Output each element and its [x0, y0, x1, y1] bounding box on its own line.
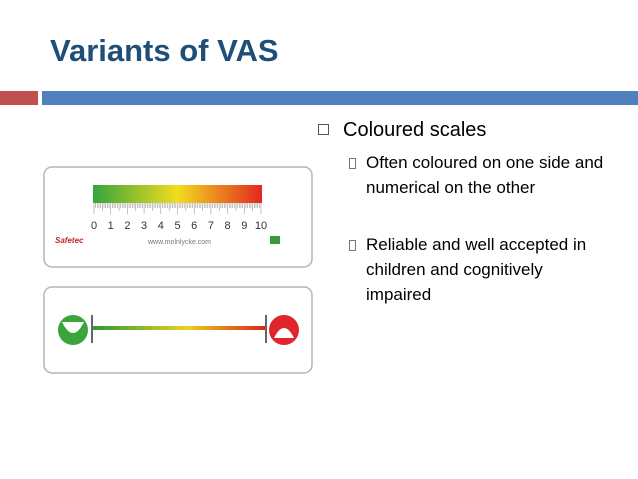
- scale-card: [43, 166, 313, 268]
- logo: [270, 236, 280, 244]
- slide-line: [93, 326, 265, 330]
- frown: [274, 328, 294, 338]
- scale-number: 6: [191, 220, 197, 232]
- scale-number: 9: [241, 220, 247, 232]
- slide-title: Variants of VAS: [50, 33, 279, 68]
- header-bar: [42, 91, 638, 105]
- scale-number: 4: [158, 220, 164, 232]
- scale-number: 1: [108, 220, 114, 232]
- brand-logo: Safetec: [55, 236, 84, 245]
- scale-number: 3: [141, 220, 147, 232]
- url-text: www.molnlycke.com: [147, 239, 211, 246]
- scale-number: 5: [174, 220, 180, 232]
- accent-bar: [0, 91, 38, 105]
- sub-bullet: Often coloured on one side and numerical…: [349, 150, 606, 200]
- scale-number: 7: [208, 220, 214, 232]
- scale-number: 0: [91, 220, 97, 232]
- scale-number: 2: [124, 220, 130, 232]
- sub-bullet: Reliable and well accepted in children a…: [349, 232, 606, 307]
- colour-scale: [93, 185, 262, 203]
- scale-number: 10: [255, 220, 267, 232]
- bullet: Coloured scales: [318, 119, 486, 142]
- bullet-text: Coloured scales: [343, 119, 487, 141]
- scale-number: 8: [225, 220, 231, 232]
- smile: [62, 322, 84, 333]
